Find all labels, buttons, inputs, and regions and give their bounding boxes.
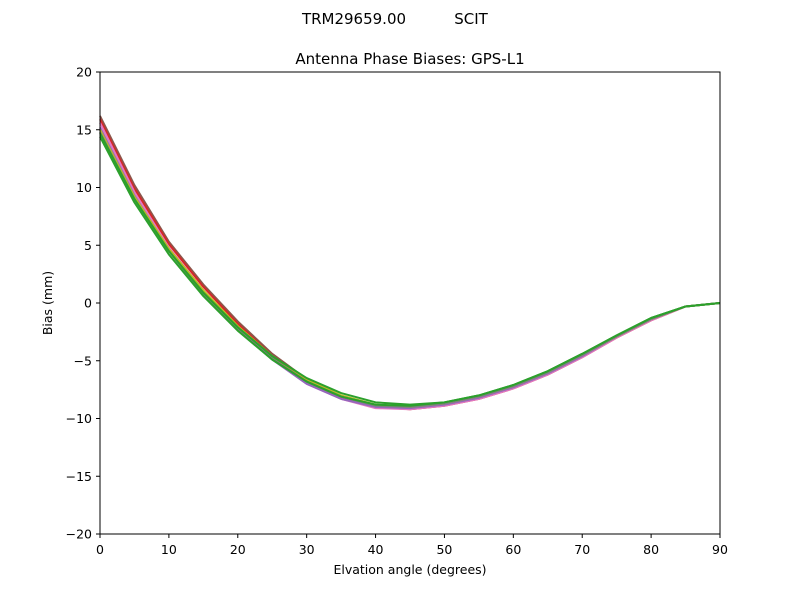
x-tick-label: 40 xyxy=(368,542,384,557)
plot-frame xyxy=(99,71,721,535)
series-line-8 xyxy=(99,132,721,406)
x-tick-label: 50 xyxy=(436,542,452,557)
y-tick-label: 10 xyxy=(76,180,92,195)
y-tick-label: −15 xyxy=(66,469,92,484)
x-axis-label: Elvation angle (degrees) xyxy=(333,562,486,577)
x-tick-label: 70 xyxy=(574,542,590,557)
y-tick-label: 5 xyxy=(84,238,92,253)
x-tick-label: 0 xyxy=(96,542,104,557)
x-tick-label: 30 xyxy=(299,542,315,557)
suptitle-antenna: TRM29659.00 xyxy=(301,10,406,28)
suptitle-radome: SCIT xyxy=(454,10,488,28)
x-tick-label: 20 xyxy=(230,542,246,557)
y-tick-label: 20 xyxy=(76,65,92,80)
y-tick-label: −10 xyxy=(66,411,92,426)
series-line-5 xyxy=(99,129,721,408)
x-tick-label: 90 xyxy=(712,542,728,557)
x-tick-label: 60 xyxy=(505,542,521,557)
series-line-3 xyxy=(99,122,721,411)
series-line-6 xyxy=(99,131,721,408)
y-tick-label: 15 xyxy=(76,122,92,137)
chart-title: Antenna Phase Biases: GPS-L1 xyxy=(295,50,524,68)
series-line-4 xyxy=(99,126,721,410)
y-tick-label: 0 xyxy=(84,296,92,311)
y-tick-label: −5 xyxy=(74,353,92,368)
axis-ticks: 0 10 20 30 40 50 60 70 80 90 −20 −15 −10 −5 0 5 10 15 20 xyxy=(66,65,728,558)
y-tick-label: −20 xyxy=(66,527,92,542)
y-axis-label: Bias (mm) xyxy=(40,271,55,335)
x-tick-label: 10 xyxy=(161,542,177,557)
series-line-1 xyxy=(99,115,721,410)
plot-lines xyxy=(99,115,721,411)
x-tick-label: 80 xyxy=(643,542,659,557)
series-line-2 xyxy=(99,118,721,411)
